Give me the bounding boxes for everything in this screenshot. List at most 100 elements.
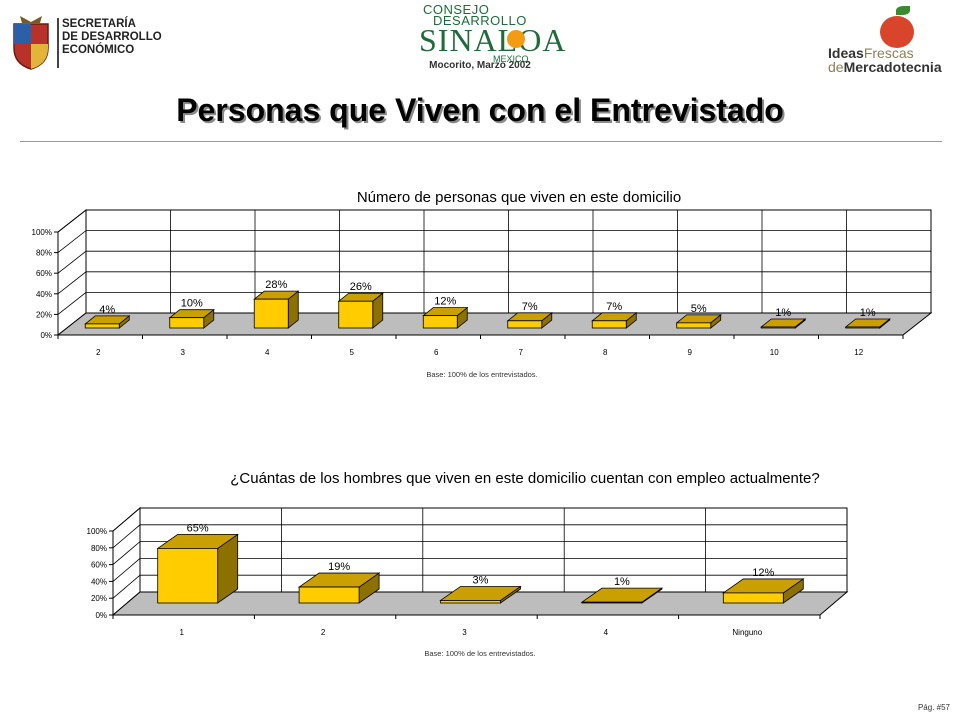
x-tick-label: 5 [350, 348, 355, 357]
bar-12 [844, 318, 891, 329]
bar-8 [591, 311, 638, 329]
page-title: Personas que Viven con el Entrevistado [176, 92, 784, 128]
data-label: 12% [434, 296, 456, 308]
y-tick-label: 20% [36, 310, 52, 319]
chart-title: Número de personas que viven en este dom… [357, 189, 681, 206]
consejo-logo: CONSEJO DESARROLLO SINALOA MEXICO [405, 2, 565, 74]
secretaria-logo: SECRETARÍA DE DESARROLLO ECONÓMICO [10, 12, 162, 72]
gridline [112, 507, 847, 532]
gridline [112, 574, 847, 599]
chart-back-wall [139, 507, 848, 593]
data-label: 65% [187, 522, 209, 534]
bar-Ninguno [722, 578, 805, 604]
data-label: 26% [350, 281, 372, 293]
chart-hombres-svg: ¿Cuántas de los hombres que viven en est… [87, 470, 849, 658]
y-tick-label: 0% [40, 331, 52, 340]
de-word: de [828, 59, 844, 75]
data-label: 7% [522, 301, 538, 313]
data-label: 1% [775, 307, 791, 319]
bar-front [157, 548, 219, 604]
secretaria-line-1: SECRETARÍA [62, 18, 136, 30]
bar-2 [297, 572, 381, 604]
bar-front [338, 300, 374, 329]
mercadotecnia-text: deMercadotecnia [828, 60, 942, 74]
x-tick-label: 2 [321, 628, 326, 637]
sinaloa-text: SINALOA [419, 22, 567, 58]
mexico-text: MEXICO [493, 54, 529, 64]
y-tick-label: 100% [32, 228, 52, 237]
data-label: 12% [752, 567, 774, 579]
x-tick-label: 4 [604, 628, 609, 637]
bar-4 [580, 587, 664, 604]
data-label: 1% [860, 307, 876, 319]
header: SECRETARÍA DE DESARROLLO ECONÓMICO CONSE… [0, 0, 960, 145]
data-label: 5% [691, 303, 707, 315]
bar-front [440, 600, 501, 604]
gridline [57, 209, 931, 233]
apple-icon [880, 16, 914, 48]
x-tick-label: 7 [519, 348, 524, 357]
logo-divider [57, 18, 59, 68]
gridline [112, 541, 847, 565]
y-tick-label: 0% [95, 611, 107, 620]
x-tick-label: 8 [603, 348, 608, 357]
bar-front [760, 326, 796, 329]
sun-icon [507, 30, 525, 48]
data-label: 7% [606, 301, 622, 313]
ideas-word: Ideas [828, 45, 864, 61]
bar-3 [168, 308, 215, 329]
x-tick-label: 12 [854, 348, 863, 357]
bar-front [169, 317, 205, 329]
bar-9 [675, 314, 722, 329]
data-label: 3% [473, 574, 489, 586]
gridline [57, 271, 931, 295]
data-label: 28% [265, 279, 287, 291]
bar-front [84, 323, 120, 329]
y-tick-label: 40% [36, 290, 52, 299]
chart-hombres-empleo: ¿Cuántas de los hombres que viven en est… [0, 462, 960, 672]
y-tick-label: 60% [36, 269, 52, 278]
secretaria-text: SECRETARÍA DE DESARROLLO ECONÓMICO [62, 18, 162, 57]
base-note: Base: 100% de los entrevistados. [424, 649, 535, 658]
chart-personas: Número de personas que viven en este dom… [0, 180, 960, 390]
chart-personas-svg: Número de personas que viven en este dom… [32, 189, 933, 379]
gridline [112, 524, 847, 549]
bar-front [845, 326, 881, 329]
bar-6 [422, 306, 469, 329]
chart-title: ¿Cuántas de los hombres que viven en est… [230, 470, 820, 487]
y-tick-label: 80% [91, 544, 107, 553]
bar-front [591, 320, 627, 329]
bar-front [253, 298, 289, 329]
data-label: 1% [614, 576, 630, 588]
secretaria-line-3: ECONÓMICO [62, 44, 135, 56]
x-tick-label: 1 [179, 628, 184, 637]
gridline [112, 558, 847, 582]
desarrollo-text: DESARROLLO [433, 13, 527, 28]
bar-10 [760, 318, 807, 329]
data-label: 10% [181, 298, 203, 310]
page-number: Pág. #57 [917, 703, 950, 712]
bar-front [676, 322, 712, 329]
gridline [57, 250, 931, 274]
secretaria-line-2: DE DESARROLLO [62, 31, 162, 43]
bar-1 [156, 533, 239, 604]
state-seal-icon [13, 16, 49, 70]
bar-4 [253, 290, 300, 329]
bar-front [422, 315, 458, 329]
consejo-text: CONSEJO [423, 2, 490, 17]
bar-front [507, 320, 543, 329]
x-tick-label: 3 [181, 348, 186, 357]
ideas-frescas-text: IdeasFrescas [828, 46, 914, 60]
bar-front [722, 592, 784, 604]
gridline [57, 292, 931, 315]
y-tick-label: 60% [91, 561, 107, 570]
bar-front [581, 601, 643, 604]
x-tick-label: 9 [688, 348, 693, 357]
y-tick-label: 100% [87, 527, 107, 536]
gridline [57, 230, 931, 253]
x-tick-label: 3 [462, 628, 467, 637]
data-label: 19% [328, 561, 350, 573]
header-subtitle: Mocorito, Marzo 2002 [429, 60, 531, 71]
x-tick-label: 6 [434, 348, 439, 357]
title-rule [20, 141, 942, 142]
